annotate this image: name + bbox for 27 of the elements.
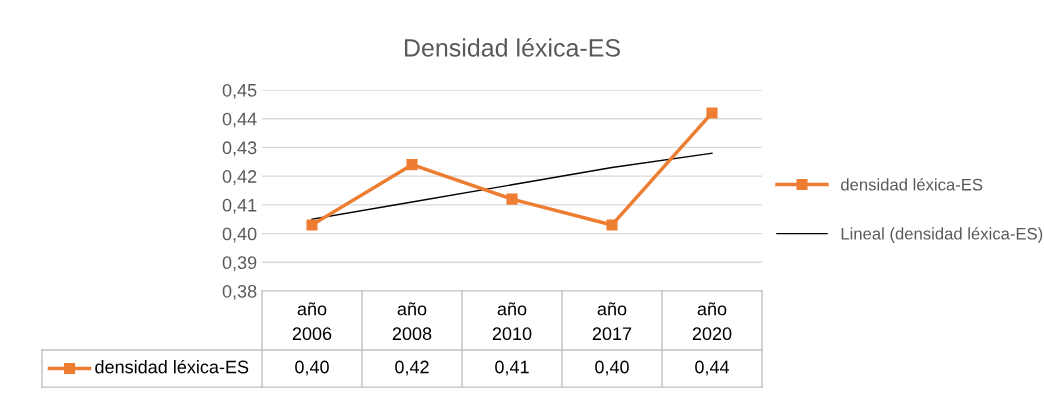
x-tick-label: año 2020 — [692, 302, 732, 341]
y-tick-label: 0,40 — [222, 227, 257, 243]
point — [706, 107, 718, 119]
y-tick-label: 0,38 — [222, 284, 257, 300]
y-tick-label: 0,42 — [222, 170, 257, 185]
data-label: 0,40 — [595, 360, 629, 376]
x-tick-label: año 2006 — [292, 302, 332, 341]
legend-label: Lineal (densidad léxica-ES) — [841, 227, 1043, 243]
data-label: 0,44 — [695, 360, 730, 376]
x-tick-label: año 2010 — [492, 302, 532, 341]
y-tick-label: 0,39 — [222, 256, 257, 272]
y-tick-label: 0,41 — [222, 198, 257, 214]
point — [306, 219, 318, 231]
point — [606, 219, 618, 231]
y-tick-label: 0,45 — [222, 83, 257, 99]
data-label: 0,42 — [395, 360, 429, 376]
legend-label: densidad léxica-ES — [841, 178, 983, 191]
chart-title: Densidad léxica-ES — [404, 38, 620, 57]
data-label: 0,40 — [295, 360, 329, 376]
x-tick-label: año 2008 — [392, 302, 432, 341]
y-tick-label: 0,44 — [222, 112, 257, 128]
point — [406, 159, 418, 171]
text: densidad léxica-ES — [95, 359, 249, 374]
y-tick-label: 0,43 — [222, 141, 257, 157]
x-tick-label: año 2017 — [592, 302, 632, 341]
data-label: 0,41 — [495, 360, 529, 376]
point — [506, 193, 518, 205]
